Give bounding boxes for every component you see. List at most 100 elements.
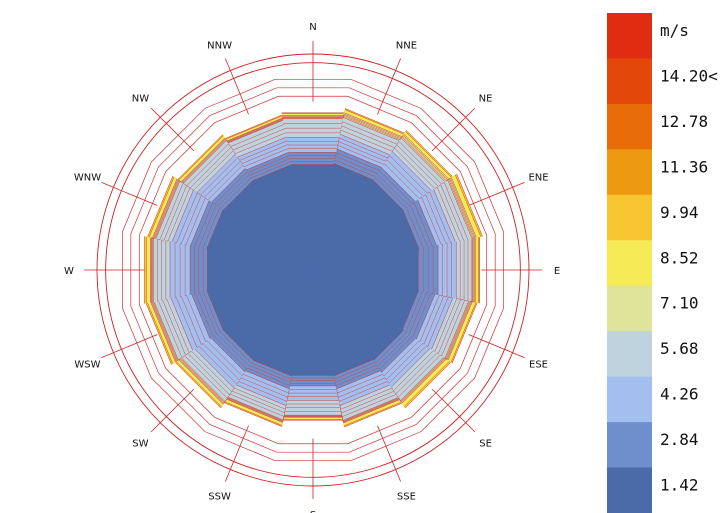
legend-swatch-9 bbox=[607, 103, 652, 150]
direction-label-sse: SSE bbox=[397, 492, 416, 503]
grid-spoke bbox=[431, 107, 476, 152]
sector-edge bbox=[150, 302, 176, 363]
sector-edge bbox=[345, 108, 405, 134]
direction-label-nne: NNE bbox=[396, 40, 417, 51]
sector-edge bbox=[246, 151, 290, 171]
sector-edge bbox=[404, 361, 452, 409]
wind-rose-sectors bbox=[144, 108, 483, 428]
sector-edge bbox=[333, 359, 373, 376]
sector-edge bbox=[225, 115, 283, 140]
sector-edge bbox=[450, 302, 477, 363]
sector-edge bbox=[253, 164, 293, 181]
legend-label: 5.68 bbox=[660, 339, 699, 358]
legend-label: 8.52 bbox=[660, 248, 699, 267]
sector-edge bbox=[456, 173, 483, 237]
sector-edge bbox=[401, 137, 446, 182]
direction-label-wnw: WNW bbox=[74, 173, 101, 184]
sector-edge bbox=[334, 163, 374, 181]
legend-swatch-5 bbox=[607, 285, 652, 332]
sector-edge bbox=[236, 384, 287, 406]
legend-label: 7.10 bbox=[660, 294, 699, 313]
sector-edge bbox=[381, 167, 416, 202]
sector-edge bbox=[252, 359, 292, 377]
sector-edge bbox=[196, 153, 236, 193]
legend-label: 1.42 bbox=[660, 476, 699, 495]
sector-gridline bbox=[198, 155, 429, 383]
sector-edge bbox=[147, 176, 173, 238]
sector-edge bbox=[404, 361, 450, 407]
sector-edge bbox=[344, 402, 403, 428]
sector-edge bbox=[183, 140, 227, 184]
sector-edge bbox=[373, 330, 404, 361]
sector-edge bbox=[406, 130, 453, 177]
sector-gridline bbox=[184, 144, 443, 394]
sector-edge bbox=[339, 133, 391, 156]
sector-edge bbox=[191, 294, 211, 339]
direction-label-w: W bbox=[64, 266, 74, 277]
sector-edge bbox=[400, 357, 444, 401]
legend-swatch-10 bbox=[607, 58, 652, 105]
sector-edge bbox=[336, 370, 381, 390]
grid-spoke bbox=[225, 425, 249, 482]
direction-label-sw: SW bbox=[132, 439, 148, 450]
wind-rose-grid bbox=[84, 41, 542, 499]
direction-labels: N NNE NE ENE E ESE SE SSE S SSW SW WSW W WNW NW NNW bbox=[64, 22, 560, 513]
sector-edge bbox=[226, 399, 283, 423]
sector-edge bbox=[391, 348, 431, 388]
sector-gridline bbox=[174, 137, 452, 402]
sector-edge bbox=[181, 357, 226, 402]
direction-label-ene: ENE bbox=[528, 173, 548, 184]
sector-gridline bbox=[161, 125, 465, 414]
sector-edge bbox=[152, 178, 178, 239]
sector-edge bbox=[190, 200, 210, 246]
grid-spoke bbox=[468, 334, 525, 358]
grid-spoke bbox=[150, 388, 195, 433]
grid-spoke bbox=[377, 58, 401, 115]
legend-swatch-1 bbox=[607, 467, 652, 513]
sector-edge bbox=[403, 133, 450, 180]
sector-edge bbox=[401, 358, 447, 404]
sector-edge bbox=[344, 112, 403, 137]
sector-edge bbox=[194, 348, 235, 389]
sector-edge bbox=[447, 301, 473, 361]
sector-edge bbox=[228, 119, 284, 144]
sector-gridline bbox=[179, 141, 448, 398]
sector-edge bbox=[447, 179, 473, 239]
direction-label-nw: NW bbox=[132, 93, 149, 104]
sector-edge bbox=[174, 361, 222, 409]
sector-edge bbox=[224, 402, 282, 427]
direction-label-s: S bbox=[310, 510, 316, 513]
legend-swatch-8 bbox=[607, 149, 652, 196]
sector-edge bbox=[171, 189, 194, 243]
grid-spoke bbox=[468, 182, 525, 206]
grid-ring bbox=[121, 78, 505, 462]
legend-swatch-2 bbox=[607, 422, 652, 469]
sector-edge bbox=[237, 136, 287, 158]
direction-label-ssw: SSW bbox=[208, 492, 231, 503]
sector-edge bbox=[177, 134, 223, 180]
sector-edge bbox=[147, 302, 173, 364]
sector-edge bbox=[178, 359, 224, 405]
direction-label-nnw: NNW bbox=[207, 40, 232, 51]
sector-edge bbox=[211, 168, 246, 203]
sector-edge bbox=[245, 370, 290, 390]
sector-edge bbox=[433, 189, 456, 242]
sector-edge bbox=[210, 337, 246, 373]
sector-edge bbox=[451, 177, 477, 238]
sector-edge bbox=[224, 401, 283, 426]
sector-edge bbox=[455, 174, 482, 237]
sector-edge bbox=[405, 131, 452, 178]
legend-label: 2.84 bbox=[660, 430, 699, 449]
legend-swatch-4 bbox=[607, 331, 652, 378]
sector-edge bbox=[372, 180, 403, 211]
sector-edge bbox=[145, 303, 172, 365]
sector-gridline bbox=[194, 152, 434, 387]
sector-edge bbox=[336, 148, 382, 168]
legend-label: 12.78 bbox=[660, 112, 708, 131]
sector-edge bbox=[451, 302, 478, 364]
sector-edge bbox=[170, 298, 193, 351]
direction-label-ese: ESE bbox=[529, 359, 548, 370]
speed-legend: m/s 14.20< 12.78 11.36 9.94 8.52 7.10 5.68 4.26 2… bbox=[607, 13, 718, 513]
sector-edge bbox=[339, 384, 390, 406]
direction-label-e: E bbox=[554, 266, 560, 277]
